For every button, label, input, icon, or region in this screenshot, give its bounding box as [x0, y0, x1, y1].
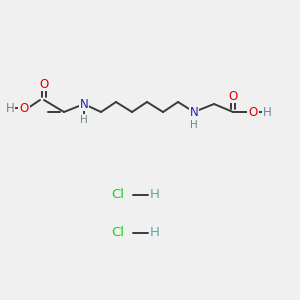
Text: H: H	[6, 101, 14, 115]
Text: O: O	[228, 89, 238, 103]
Text: H: H	[190, 120, 198, 130]
Text: Cl: Cl	[112, 188, 124, 202]
Text: O: O	[20, 101, 28, 115]
Text: O: O	[248, 106, 258, 118]
Text: H: H	[262, 106, 272, 118]
Text: Cl: Cl	[112, 226, 124, 239]
Text: H: H	[80, 115, 88, 125]
Text: N: N	[80, 98, 88, 110]
Text: O: O	[39, 77, 49, 91]
Text: H: H	[150, 188, 160, 202]
Text: N: N	[190, 106, 198, 118]
Text: H: H	[150, 226, 160, 239]
